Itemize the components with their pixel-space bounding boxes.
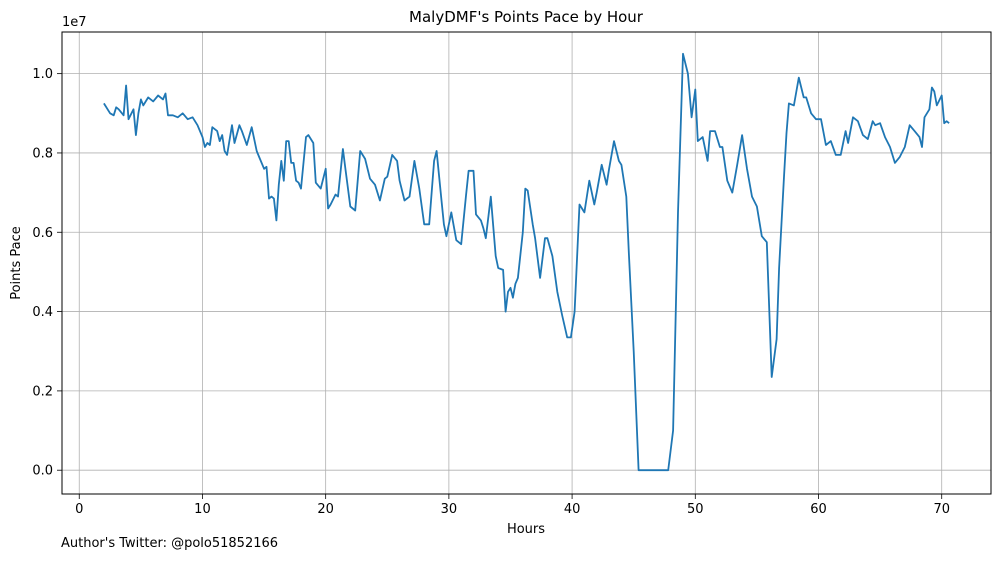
y-tick-label: 0.4 xyxy=(32,305,53,320)
y-tick-label: 0.8 xyxy=(32,146,53,161)
grid-lines xyxy=(62,32,991,494)
y-tick-label: 0.6 xyxy=(32,226,53,241)
series-line xyxy=(103,52,950,472)
x-tick-label: 50 xyxy=(687,502,704,517)
y-tick-label: 0.2 xyxy=(32,384,53,399)
x-tick-label: 70 xyxy=(933,502,950,517)
y-axis: 0.0 0.2 0.4 0.6 0.8 1.0 xyxy=(32,67,62,479)
author-twitter-footer: Author's Twitter: @polo51852166 xyxy=(61,536,279,551)
y-axis-label: Points Pace xyxy=(9,226,24,300)
y-axis-offset-label: 1e7 xyxy=(62,15,87,30)
x-tick-label: 10 xyxy=(194,502,211,517)
chart-title: MalyDMF's Points Pace by Hour xyxy=(409,8,644,26)
plot-frame xyxy=(61,31,992,495)
x-axis: 0 10 20 30 40 50 60 70 xyxy=(75,494,950,517)
x-tick-label: 20 xyxy=(317,502,334,517)
x-tick-label: 0 xyxy=(75,502,83,517)
x-tick-label: 60 xyxy=(810,502,827,517)
x-tick-label: 30 xyxy=(441,502,458,517)
y-tick-label: 0.0 xyxy=(32,464,53,479)
x-axis-label: Hours xyxy=(507,522,545,537)
x-tick-label: 40 xyxy=(564,502,581,517)
y-tick-label: 1.0 xyxy=(32,67,53,82)
